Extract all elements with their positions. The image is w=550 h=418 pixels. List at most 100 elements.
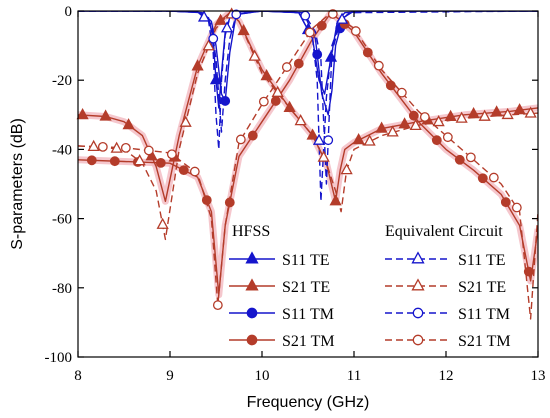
equivalent-circuit-s21-te-point	[340, 163, 353, 175]
equivalent-circuit-s21-tm-point	[258, 96, 269, 107]
hfss-s21-tm-point	[86, 155, 97, 166]
hfss-s11-te-point	[209, 73, 223, 85]
hfss-s21-tm-point	[523, 266, 534, 277]
equivalent-circuit-s21-tm-point	[419, 112, 430, 122]
equivalent-circuit-s21-tm-point	[143, 145, 154, 156]
equivalent-circuit-s21-tm-point	[488, 172, 499, 183]
equivalent-circuit-s21-te-point	[271, 85, 284, 97]
equivalent-circuit-s21-te-point	[455, 111, 468, 123]
legend-marker-circuit-1	[411, 278, 425, 291]
legend-title-hfss: HFSS	[232, 223, 270, 240]
hfss-s11-tm-point	[220, 96, 231, 106]
legend-rows	[229, 251, 451, 346]
legend-label-circuit-s11-te: S11 TE	[458, 252, 506, 269]
y-tick-label: -20	[52, 73, 72, 89]
x-tick-label: 13	[531, 368, 546, 384]
equivalent-circuit-s21-te-point	[248, 49, 261, 61]
legend-title-equivalent-circuit: Equivalent Circuit	[385, 223, 503, 240]
equivalent-circuit-s21-te-point	[432, 115, 445, 127]
equivalent-circuit-s11-tm-point	[208, 33, 219, 44]
hfss-s21-tm-point	[385, 80, 396, 91]
hfss-s21-te-point	[191, 59, 204, 71]
hfss-s21-te-point	[352, 133, 365, 145]
equivalent-circuit-s11-te-point	[335, 12, 349, 24]
equivalent-circuit-s21-tm-point	[350, 26, 361, 36]
hfss-s21-te-point	[444, 109, 457, 121]
equivalent-circuit-s21-tm-point	[373, 60, 384, 71]
equivalent-circuit-s21-te-point	[202, 39, 215, 51]
equivalent-circuit-s21-te-point	[87, 139, 100, 152]
equivalent-circuit-s21-te-point	[133, 154, 146, 166]
hfss-s21-te-line	[78, 11, 538, 203]
axis-ticks: 8 9 10 11 12 13 0 -20 -40 -60 -80 -100	[45, 4, 546, 384]
equivalent-circuit-s21-tm-point	[465, 152, 476, 163]
equivalent-circuit-s21-tm-point	[120, 142, 131, 153]
hfss-s21-te-point	[76, 107, 89, 120]
equivalent-circuit-s21-tm-point	[212, 300, 223, 311]
equivalent-circuit-s21-tm-point	[396, 87, 407, 98]
hfss-s21-tm-point	[362, 47, 373, 58]
hfss-s11-tm-line	[78, 11, 538, 116]
y-axis-label: S-parameters (dB)	[9, 118, 26, 250]
legend-marker-hfss-3	[246, 334, 258, 346]
equivalent-circuit-s21-te-point	[478, 109, 491, 121]
hfss-s21-te-point	[99, 109, 112, 121]
equivalent-circuit-s21-te-point	[409, 118, 422, 131]
hfss-s21-tm-point	[454, 154, 465, 165]
y-tick-label: -60	[52, 212, 72, 228]
hfss-s21-tm-point	[408, 110, 419, 121]
hfss-s21-tm-point	[270, 96, 281, 106]
equivalent-circuit-s21-tm-point	[304, 27, 315, 38]
legend: HFSS Equivalent Circuit S11 TE S21 TE S1…	[229, 223, 511, 350]
hfss-s21-te-point	[283, 100, 296, 112]
legend-label-circuit-s11-tm: S11 TM	[458, 306, 510, 323]
x-tick-label: 11	[347, 368, 361, 384]
hfss-s21-tm-point	[109, 156, 120, 167]
hfss-s21-te-point	[398, 117, 411, 129]
legend-label-circuit-s21-te: S21 TE	[458, 279, 506, 296]
hfss-s21-tm-point	[178, 165, 189, 176]
x-tick-label: 9	[166, 368, 174, 384]
equivalent-circuit-s21-tm-point	[511, 202, 522, 213]
equivalent-circuit-s21-tm-point	[281, 62, 292, 72]
equivalent-circuit-s21-tm-point	[235, 134, 246, 145]
legend-label-hfss-s21-tm: S21 TM	[282, 333, 335, 350]
hfss-s21-te-point	[329, 194, 342, 206]
equivalent-circuit-s21-te-point	[317, 150, 330, 162]
hfss-s21-tm-point	[201, 195, 212, 206]
legend-marker-hfss-2	[246, 307, 258, 319]
hfss-s21-te-point	[260, 69, 273, 81]
hfss-s21-te-point	[513, 103, 526, 115]
hfss-s21-tm-point	[500, 197, 511, 208]
legend-marker-hfss-0	[245, 251, 259, 264]
y-tick-label: -80	[52, 281, 72, 297]
equivalent-circuit-s21-te-point	[524, 106, 537, 118]
legend-label-hfss-s11-te: S11 TE	[282, 252, 330, 269]
equivalent-circuit-s11-te-point	[220, 21, 234, 33]
x-tick-label: 8	[74, 368, 82, 384]
hfss-s11-tm-point	[312, 49, 323, 60]
equivalent-circuit-s21-tm-point	[327, 9, 338, 19]
equivalent-circuit-s21-te-point	[179, 115, 192, 127]
equivalent-circuit-s11-te-point	[197, 10, 211, 22]
x-axis-label: Frequency (GHz)	[247, 394, 370, 411]
hfss-s21-tm-point	[431, 135, 442, 146]
x-tick-label: 12	[439, 368, 454, 384]
hfss-s21-tm-point	[155, 157, 166, 168]
hfss-s21-te-point	[467, 106, 480, 119]
hfss-s11-te-point	[324, 50, 338, 62]
legend-marker-hfss-1	[245, 278, 259, 291]
y-tick-label: -100	[45, 350, 73, 366]
equivalent-circuit-s11-te-line	[78, 11, 538, 203]
hfss-s21-te-point	[375, 121, 388, 133]
y-tick-label: 0	[65, 4, 73, 20]
equivalent-circuit-s11-tm-point	[231, 9, 242, 20]
equivalent-circuit-s11-tm-point	[323, 135, 334, 146]
y-tick-label: -40	[52, 142, 72, 158]
legend-label-circuit-s21-tm: S21 TM	[458, 333, 511, 350]
legend-label-hfss-s21-te: S21 TE	[282, 279, 330, 296]
equivalent-circuit-s21-te-point	[110, 141, 123, 153]
hfss-s21-te-point	[490, 105, 503, 117]
